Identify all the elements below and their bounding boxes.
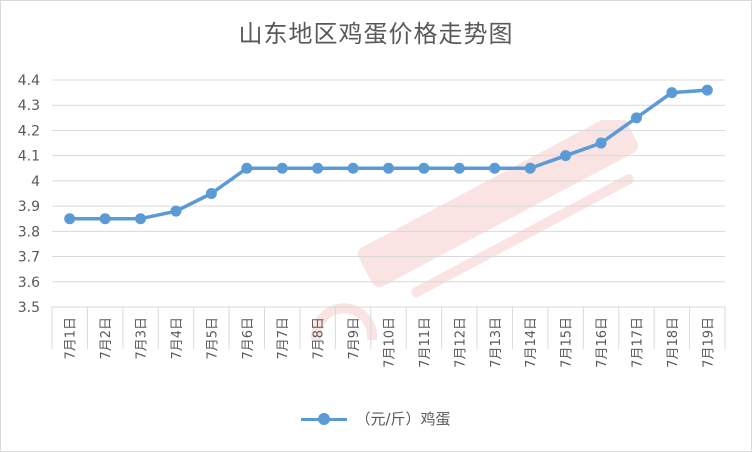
data-point [453, 162, 465, 174]
data-point [241, 162, 253, 174]
data-point [312, 162, 324, 174]
data-point [347, 162, 359, 174]
x-tick-label: 7月15日 [560, 317, 575, 368]
x-tick-label: 7月5日 [205, 317, 220, 360]
data-point [170, 205, 182, 217]
legend: （元/斤）鸡蛋 [0, 408, 752, 429]
data-point [560, 150, 572, 162]
series-line [67, 88, 710, 221]
legend-line-marker-icon [301, 412, 348, 425]
y-tick-label: 4.2 [18, 123, 40, 139]
data-point [595, 137, 607, 149]
y-tick-label: 3.7 [18, 250, 40, 266]
legend-label: （元/斤）鸡蛋 [355, 410, 451, 428]
data-point [524, 162, 536, 174]
x-tick-label: 7月11日 [418, 317, 433, 368]
x-tick-label: 7月18日 [666, 317, 681, 368]
y-tick-label: 4 [31, 174, 40, 190]
data-point [489, 162, 501, 174]
x-tick-label: 7月4日 [170, 317, 185, 360]
x-tick-label: 7月3日 [135, 317, 150, 360]
data-point [701, 84, 713, 96]
chart-title: 山东地区鸡蛋价格走势图 [238, 20, 514, 48]
x-tick-label: 7月13日 [489, 317, 504, 368]
data-point [276, 162, 288, 174]
x-tick-label: 7月12日 [453, 317, 468, 368]
x-tick-label: 7月8日 [312, 317, 327, 360]
x-tick-label: 7月19日 [701, 317, 716, 368]
y-tick-label: 3.9 [18, 199, 40, 215]
x-tick-label: 7月10日 [383, 317, 398, 368]
y-tick-label: 4.3 [18, 98, 40, 114]
x-tick-label: 7月16日 [595, 317, 610, 368]
x-tick-label: 7月17日 [630, 317, 645, 368]
data-point [383, 162, 394, 174]
y-tick-label: 4.1 [18, 149, 40, 165]
y-tick-label: 4.4 [18, 73, 40, 89]
x-tick-label: 7月1日 [64, 317, 79, 360]
x-tick-label: 7月2日 [99, 317, 114, 360]
data-point [99, 213, 111, 225]
data-point [205, 188, 217, 199]
data-point [64, 213, 76, 225]
y-tick-label: 3.8 [18, 224, 40, 240]
y-tick-label: 3.6 [18, 275, 40, 291]
data-point [418, 162, 430, 174]
data-point [135, 213, 147, 225]
x-tick-label: 7月7日 [276, 317, 291, 360]
data-point [630, 112, 642, 124]
x-tick-label: 7月14日 [524, 317, 539, 368]
plot-area: 3.5 3.6 3.7 3.8 3.9 4 4.1 4.2 4.3 4.4 7月1日 7月2日 7月3日… [18, 73, 726, 368]
y-tick-label: 3.5 [18, 300, 40, 316]
data-point [666, 87, 678, 99]
x-tick-label: 7月6日 [241, 317, 256, 360]
x-tick-label: 7月9日 [347, 317, 362, 360]
